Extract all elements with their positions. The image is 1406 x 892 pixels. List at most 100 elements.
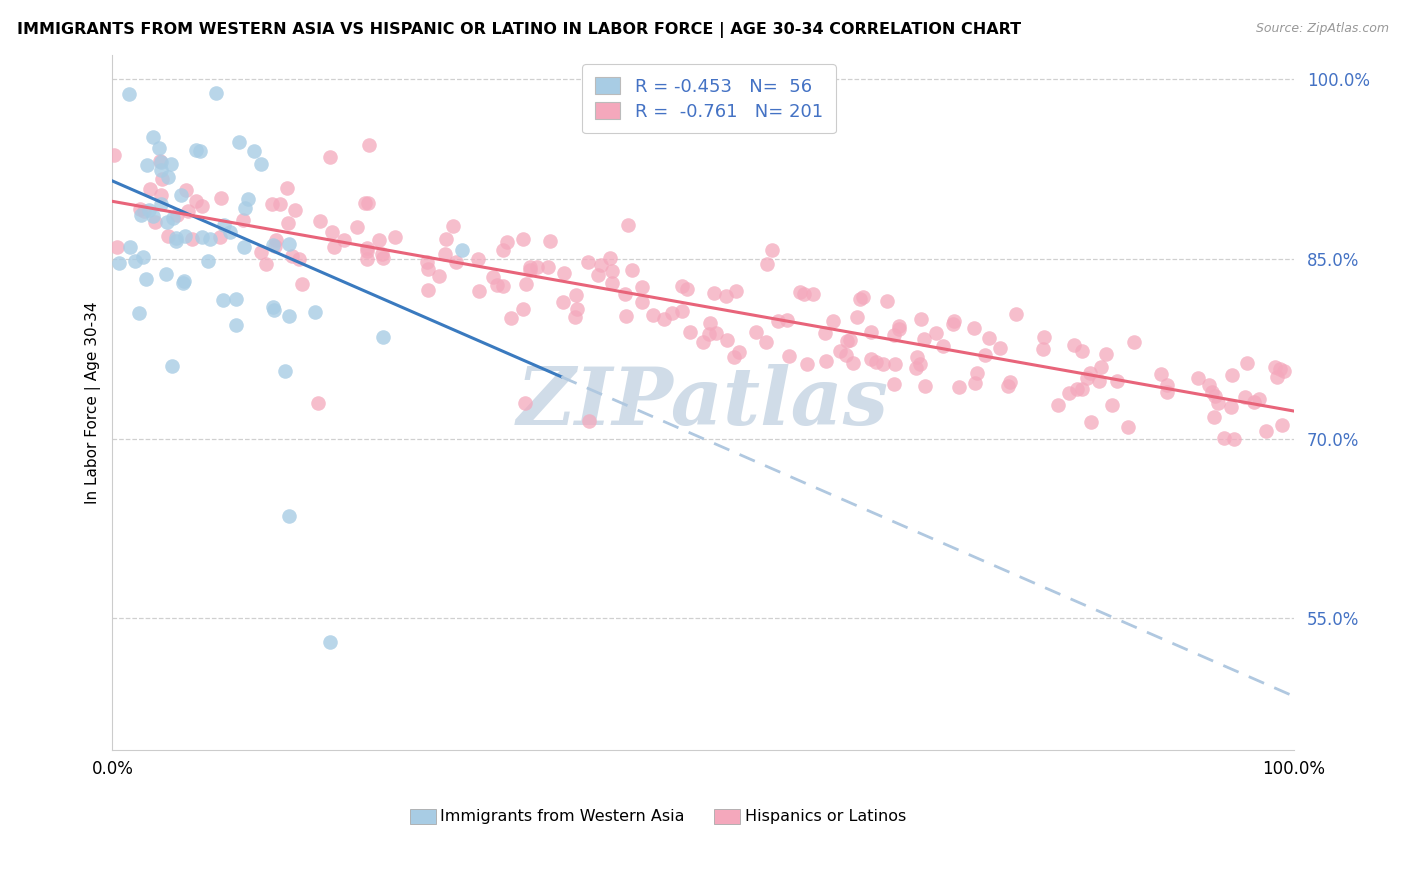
Point — [671, 278, 693, 293]
Point — [346, 220, 368, 235]
Point — [233, 201, 256, 215]
Point — [162, 211, 184, 225]
Point — [998, 375, 1021, 389]
Point — [1156, 384, 1178, 399]
Point — [1202, 409, 1225, 424]
Point — [761, 243, 783, 257]
Point — [602, 276, 624, 290]
Point — [942, 317, 965, 331]
Point — [277, 216, 299, 230]
Point — [236, 192, 259, 206]
Point — [631, 295, 654, 310]
Point — [905, 350, 928, 364]
Point — [889, 318, 911, 333]
Point — [766, 313, 789, 327]
Point — [675, 282, 697, 296]
Point — [357, 196, 380, 211]
Point — [830, 344, 852, 359]
Point — [859, 325, 882, 339]
Point — [1220, 368, 1243, 382]
Point — [910, 358, 932, 372]
Point — [149, 153, 172, 168]
Point — [755, 334, 778, 349]
Point — [211, 293, 233, 308]
Point — [1066, 382, 1088, 396]
Point — [156, 169, 179, 184]
Point — [872, 357, 894, 371]
Point — [845, 310, 868, 324]
Point — [260, 196, 283, 211]
Point — [356, 252, 378, 267]
Point — [932, 339, 955, 353]
Point — [912, 332, 935, 346]
Point — [416, 283, 439, 297]
Point — [723, 350, 745, 364]
Text: Source: ZipAtlas.com: Source: ZipAtlas.com — [1256, 22, 1389, 36]
Point — [1070, 382, 1092, 396]
Point — [287, 252, 309, 267]
Point — [225, 293, 247, 307]
Point — [943, 314, 966, 328]
Point — [357, 138, 380, 153]
Point — [308, 213, 330, 227]
Point — [614, 309, 637, 323]
Point — [416, 261, 439, 276]
Point — [149, 155, 172, 169]
Point — [264, 239, 287, 253]
Point — [134, 203, 156, 218]
Point — [136, 158, 159, 172]
Point — [198, 232, 221, 246]
Text: ZIPatlas: ZIPatlas — [517, 364, 889, 442]
Point — [910, 312, 932, 326]
Point — [492, 279, 515, 293]
Point — [197, 253, 219, 268]
Point — [233, 240, 256, 254]
Point — [225, 318, 247, 332]
Point — [814, 354, 837, 368]
Text: IMMIGRANTS FROM WESTERN ASIA VS HISPANIC OR LATINO IN LABOR FORCE | AGE 30-34 CO: IMMIGRANTS FROM WESTERN ASIA VS HISPANIC… — [17, 22, 1021, 38]
Point — [865, 355, 887, 369]
Point — [250, 157, 273, 171]
Point — [631, 280, 654, 294]
Point — [876, 293, 898, 308]
Point — [156, 215, 179, 229]
Point — [519, 263, 541, 277]
Point — [538, 235, 561, 249]
Point — [600, 263, 623, 277]
Point — [166, 208, 188, 222]
Point — [124, 254, 146, 268]
Point — [756, 257, 779, 271]
Point — [150, 197, 173, 211]
Point — [842, 356, 865, 370]
Point — [704, 326, 727, 341]
Point — [228, 135, 250, 149]
Point — [269, 197, 291, 211]
Point — [513, 395, 536, 409]
Point — [1270, 361, 1292, 376]
Point — [264, 233, 287, 247]
Point — [1247, 392, 1270, 407]
Point — [129, 208, 152, 222]
Point — [716, 289, 738, 303]
Point — [1233, 390, 1256, 404]
Point — [118, 240, 141, 254]
Point — [482, 269, 505, 284]
Point — [835, 334, 858, 348]
Point — [129, 202, 152, 217]
Point — [1243, 395, 1265, 409]
Point — [273, 364, 295, 378]
Point — [156, 228, 179, 243]
Point — [429, 268, 451, 283]
Point — [725, 284, 748, 298]
Point — [1046, 398, 1069, 412]
Point — [499, 310, 522, 325]
Point — [526, 260, 548, 275]
Point — [679, 325, 702, 339]
Point — [451, 244, 474, 258]
Point — [371, 251, 394, 265]
Point — [434, 232, 457, 246]
Point — [1156, 378, 1178, 392]
Point — [963, 321, 986, 335]
Point — [1150, 367, 1173, 381]
Point — [1265, 370, 1288, 384]
